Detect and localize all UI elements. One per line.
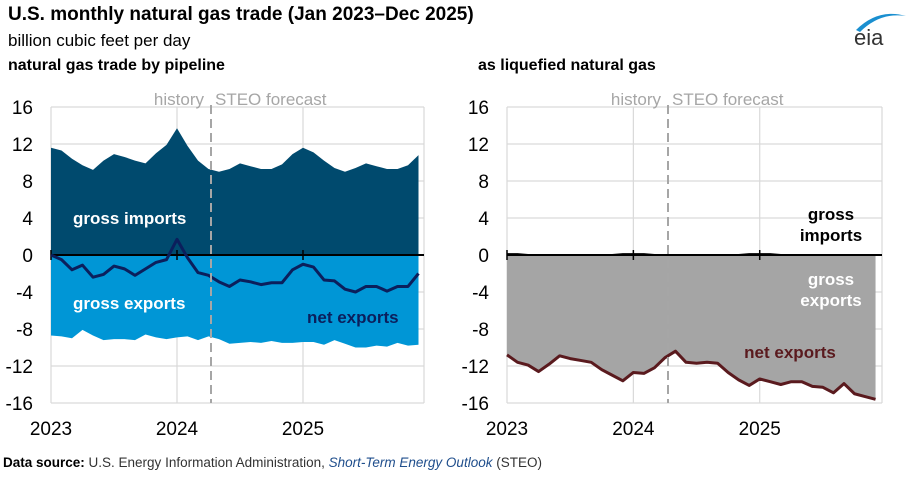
- history-label: history: [154, 90, 205, 109]
- x-tick-label: 2025: [739, 419, 781, 440]
- y-tick-label: 4: [478, 209, 489, 230]
- eia-logo: eia: [854, 13, 906, 48]
- y-tick-label: -12: [462, 357, 489, 378]
- net-exports-line: [506, 349, 876, 401]
- y-tick-label: 12: [12, 135, 33, 156]
- y-tick-label: 12: [468, 135, 489, 156]
- x-tick-label: 2024: [156, 419, 199, 440]
- left-panel-title: natural gas trade by pipeline: [8, 57, 225, 74]
- y-tick-label: -8: [472, 320, 489, 341]
- y-tick-label: 8: [22, 172, 33, 193]
- gross-imports-label: gross imports: [73, 209, 186, 228]
- forecast-label: STEO forecast: [215, 90, 327, 109]
- x-tick-label: 2023: [30, 419, 72, 440]
- data-source: Data source: U.S. Energy Information Adm…: [3, 455, 542, 470]
- source-abbrev: (STEO): [492, 455, 542, 470]
- gross-exports-area: [51, 255, 419, 348]
- y-tick-label: -8: [16, 320, 33, 341]
- y-tick-label: 16: [12, 98, 33, 119]
- net-exports-label: net exports: [744, 343, 836, 362]
- y-tick-label: -16: [462, 394, 489, 415]
- net-exports-line: [50, 237, 420, 294]
- y-tick-label: 8: [478, 172, 489, 193]
- y-tick-label: 0: [478, 246, 489, 267]
- forecast-label: STEO forecast: [672, 90, 784, 109]
- y-tick-label: 4: [22, 209, 33, 230]
- source-publication: Short-Term Energy Outlook: [328, 455, 493, 470]
- y-tick-label: 16: [468, 98, 489, 119]
- right-panel-title: as liquefied natural gas: [478, 57, 656, 74]
- history-label: history: [611, 90, 662, 109]
- gross-imports-area: [51, 128, 419, 255]
- chart-subtitle: billion cubic feet per day: [8, 31, 191, 50]
- y-tick-label: -4: [16, 283, 33, 304]
- source-text: U.S. Energy Information Administration,: [84, 455, 329, 470]
- gross-exports-label: gross exports: [800, 270, 861, 310]
- y-tick-label: 0: [22, 246, 33, 267]
- gross-imports-label: gross imports: [800, 205, 862, 245]
- chart-title: U.S. monthly natural gas trade (Jan 2023…: [8, 4, 474, 25]
- net-exports-label: net exports: [307, 308, 399, 327]
- svg-text:eia: eia: [854, 25, 884, 48]
- x-tick-label: 2023: [486, 419, 528, 440]
- y-tick-label: -4: [472, 283, 489, 304]
- x-tick-label: 2025: [282, 419, 324, 440]
- y-tick-label: -12: [6, 357, 33, 378]
- source-label: Data source:: [3, 455, 85, 470]
- x-tick-label: 2024: [612, 419, 655, 440]
- gross-exports-area: [507, 255, 876, 400]
- y-tick-label: -16: [6, 394, 33, 415]
- gross-exports-label: gross exports: [73, 294, 185, 313]
